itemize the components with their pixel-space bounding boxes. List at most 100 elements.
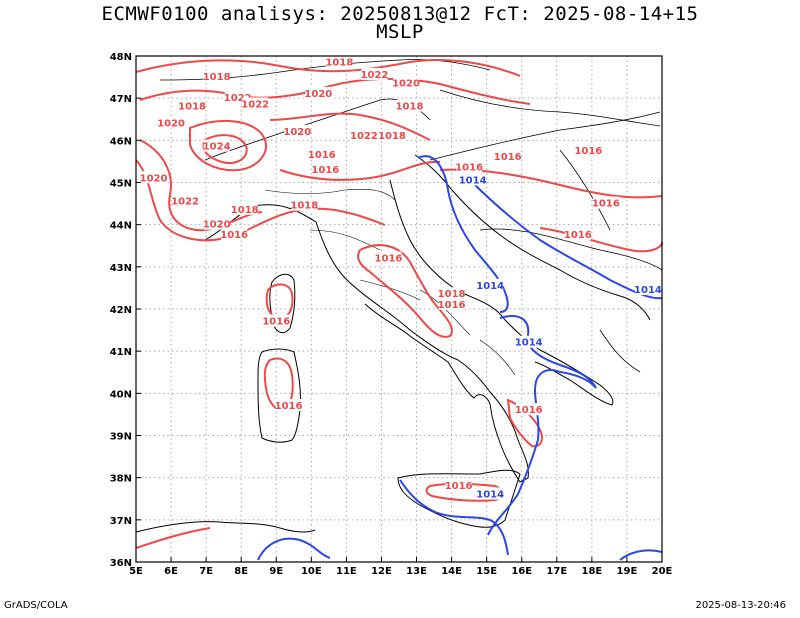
isobar-label: 1020: [392, 78, 420, 89]
lon-tick-label: 16E: [511, 566, 532, 577]
lon-tick-label: 12E: [371, 566, 392, 577]
isobar-1016-balkans: [539, 227, 663, 253]
lat-tick-label: 36N: [110, 558, 132, 569]
lon-tick-label: 7E: [199, 566, 213, 577]
isobar-label-background: [140, 171, 167, 184]
isobar-label-background: [375, 251, 402, 264]
lat-tick-label: 47N: [110, 94, 132, 105]
lon-tick-label: 19E: [617, 566, 638, 577]
isobar-label: 1016: [445, 481, 473, 492]
isobar-label: 1018: [231, 205, 259, 216]
isobar-1016-sicily: [425, 482, 504, 502]
isobar-label: 1016: [275, 401, 303, 412]
lon-tick-label: 10E: [301, 566, 322, 577]
lon-tick-label: 14E: [441, 566, 462, 577]
isobar-1014-apulia: [499, 315, 597, 441]
lon-tick-label: 20E: [652, 566, 673, 577]
isobar-label: 1024: [203, 142, 231, 153]
isobar-label: 1014: [515, 338, 543, 349]
isobar-label: 1018: [325, 57, 353, 68]
isobar-label-background: [242, 97, 269, 110]
isobar-label: 1016: [564, 230, 592, 241]
isobar-label: 1016: [515, 405, 543, 416]
isobar-label: 1020: [157, 118, 185, 129]
isobar-label: 1016: [494, 152, 522, 163]
lat-tick-label: 42N: [110, 305, 132, 316]
software-credit: GrADS/COLA: [4, 600, 68, 611]
isobar-label: 1020: [304, 89, 332, 100]
isobar-1014-sicily: [399, 479, 509, 556]
isobar-label-background: [592, 196, 619, 209]
isobar-label-background: [203, 217, 230, 230]
isobar-label-background: [575, 143, 602, 156]
isobar-1014-south-east: [619, 549, 663, 561]
isobar-1016-central: [357, 244, 453, 338]
isobar-label: 1018: [178, 102, 206, 113]
isobar-label-background: [477, 487, 504, 500]
isobar-label: 1014: [634, 285, 662, 296]
isobar-1016-africa: [135, 527, 211, 549]
lon-tick-label: 8E: [234, 566, 248, 577]
sicily-coastline: [397, 469, 521, 528]
isobar-label-background: [275, 398, 302, 411]
isobar-label: 1016: [574, 146, 602, 157]
isobar-label-background: [350, 129, 377, 142]
lon-tick-label: 11E: [336, 566, 357, 577]
isobar-label-background: [312, 162, 339, 175]
isobar-label-background: [445, 479, 472, 492]
isobar-label-background: [515, 335, 542, 348]
lat-tick-label: 39N: [110, 432, 132, 443]
isobar-label-background: [179, 99, 206, 112]
isobar-label: 1018: [396, 102, 424, 113]
chart-title: ECMWF0100 analisys: 20250813@12 FcT: 202…: [101, 3, 699, 25]
balkan-border: [429, 111, 663, 373]
lon-tick-label: 13E: [406, 566, 427, 577]
lat-tick-label: 41N: [110, 347, 132, 358]
isobar-label: 1018: [290, 201, 318, 212]
isobar-label-background: [361, 67, 388, 80]
isobar-label-background: [326, 55, 353, 68]
lat-tick-label: 44N: [110, 221, 132, 232]
isobar-label-background: [221, 228, 248, 241]
italy-coastline: [204, 204, 529, 483]
isobar-label: 1022: [171, 196, 199, 207]
isobar-label: 1016: [438, 300, 466, 311]
isobar-label-background: [634, 283, 661, 296]
isobar-label: 1022: [224, 93, 252, 104]
isobar-label-background: [172, 194, 199, 207]
isobar-label-background: [284, 124, 311, 137]
isobar-1014-tyrrhenian: [257, 537, 331, 561]
isobar-label: 1016: [220, 230, 248, 241]
lat-tick-label: 45N: [110, 179, 132, 190]
isobar-label-background: [378, 129, 405, 142]
chart-subtitle: MSLP: [376, 21, 424, 43]
north-africa-coastline: [135, 521, 316, 533]
lat-tick-label: 38N: [110, 474, 132, 485]
isobar-label-background: [438, 287, 465, 300]
isobar-1014-adriatic: [417, 155, 509, 313]
isobar-label-background: [494, 150, 521, 163]
isobar-label: 1020: [140, 173, 168, 184]
isobar-label: 1022: [361, 70, 389, 81]
isobar-1024-alps: [202, 134, 248, 164]
isobar-label: 1016: [311, 165, 339, 176]
lon-tick-label: 17E: [546, 566, 567, 577]
isobar-label: 1014: [476, 281, 504, 292]
axis-ticks: 5E 6E 7E 8E 9E 10E 11E 12E 13E 14E 15E 16E 17E 18E 19E…: [110, 52, 673, 577]
lon-tick-label: 5E: [129, 566, 143, 577]
lon-tick-label: 9E: [269, 566, 283, 577]
isobar-label-background: [203, 70, 230, 83]
isobar-label-background: [263, 314, 290, 327]
lon-tick-label: 6E: [164, 566, 178, 577]
isobar-label: 1014: [459, 175, 487, 186]
isobar-1014-ionian: [487, 439, 539, 536]
isobar-label: 1018: [438, 289, 466, 300]
isobar-label-background: [515, 403, 542, 416]
isobar-label-background: [456, 160, 483, 173]
isobar-label-background: [393, 76, 420, 89]
isobar-label-background: [438, 297, 465, 310]
generation-timestamp: 2025-08-13-20:46: [695, 600, 786, 611]
isobar-label: 1014: [476, 490, 504, 501]
isobar-label-background: [564, 228, 591, 241]
isobar-label: 1016: [375, 253, 403, 264]
